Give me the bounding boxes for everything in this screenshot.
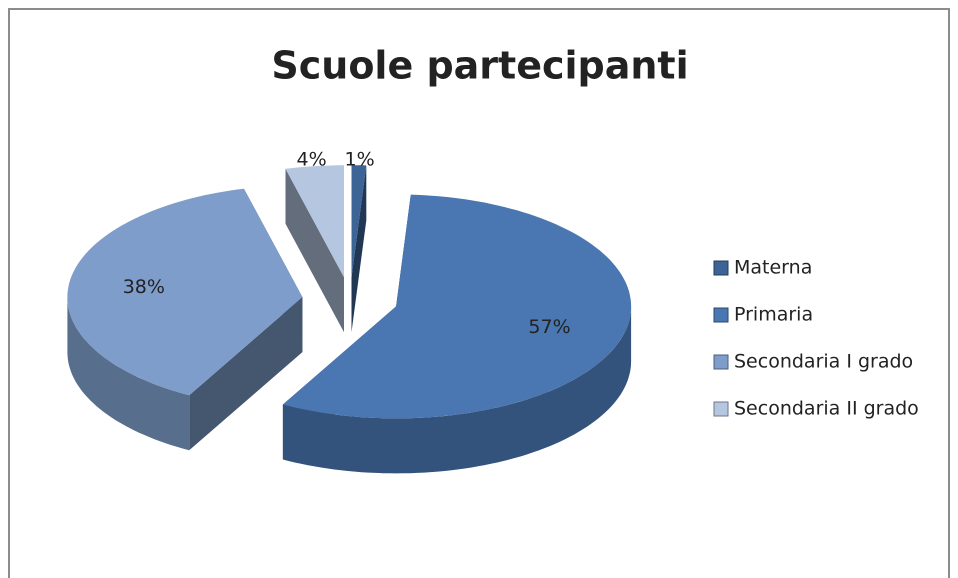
legend-swatch <box>713 401 729 417</box>
slice-side <box>67 297 190 451</box>
pie-slice <box>67 188 303 396</box>
data-label: 38% <box>123 276 165 298</box>
pie-slice <box>285 165 344 278</box>
slice-tops <box>67 165 632 419</box>
data-label: 4% <box>297 149 327 171</box>
chart-frame <box>8 8 950 578</box>
legend-label: Materna <box>734 257 812 279</box>
slice-side <box>351 165 367 333</box>
legend-swatch <box>713 354 729 370</box>
legend-label: Primaria <box>734 304 813 326</box>
chart-title: Scuole partecipanti <box>271 44 688 88</box>
legend-label: Secondaria II grado <box>734 398 919 420</box>
pie-slice <box>351 165 367 278</box>
pie-slice <box>282 194 632 419</box>
legend-swatch <box>713 307 729 323</box>
legend-label: Secondaria I grado <box>734 351 913 373</box>
legend-swatch <box>713 260 729 276</box>
data-label: 57% <box>528 316 570 338</box>
data-label: 1% <box>345 149 375 171</box>
slice-side <box>285 168 344 333</box>
slice-side <box>282 306 632 474</box>
slice-side <box>189 297 303 451</box>
